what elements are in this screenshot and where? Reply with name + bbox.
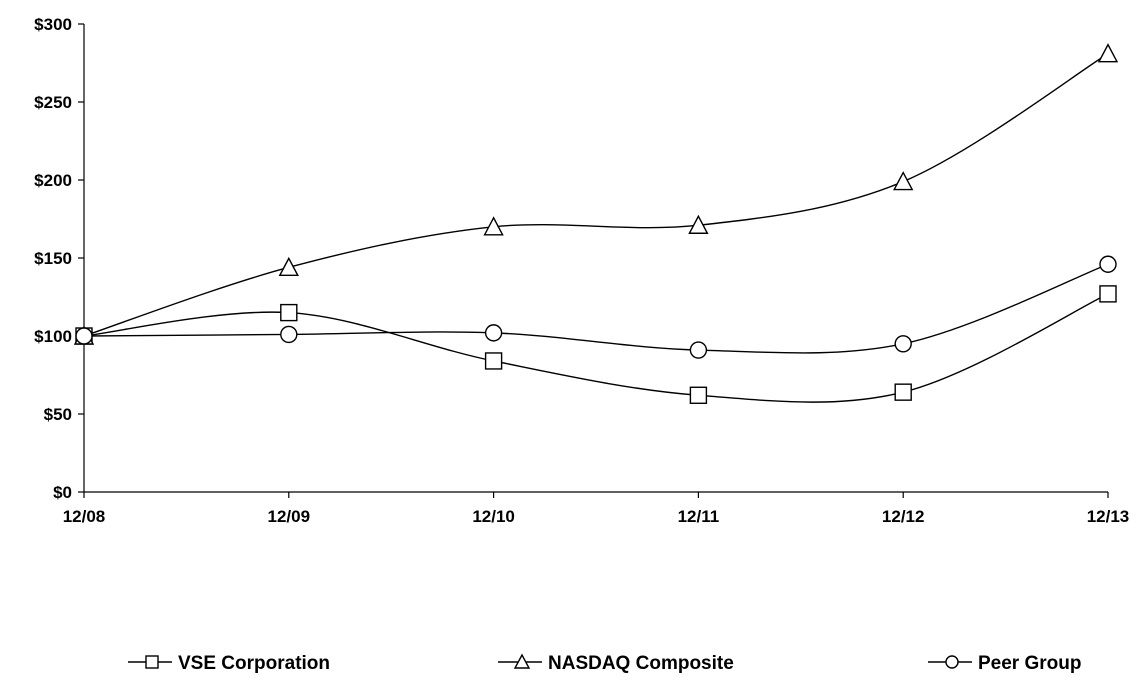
data-point-peer-group [689,341,708,359]
data-point-nasdaq-composite [688,214,709,234]
y-tick-label: $50 [44,405,72,424]
legend-marker [513,653,531,669]
data-point-vse-corporation [689,386,708,404]
x-tick-label: 12/12 [882,507,925,526]
x-tick-label: 12/11 [678,507,720,526]
data-point-nasdaq-composite [483,216,504,236]
data-point-vse-corporation [894,383,912,401]
x-tick-label: 12/08 [63,507,106,526]
y-tick-label: $0 [53,483,72,502]
series-nasdaq-composite [73,43,1119,345]
data-point-peer-group [484,324,503,342]
legend-marker [145,655,159,669]
data-point-vse-corporation [1099,285,1117,303]
x-tick-label: 12/13 [1087,507,1130,526]
data-point-vse-corporation [280,303,298,322]
x-tick-label: 12/10 [472,507,515,526]
legend-label: NASDAQ Composite [548,653,734,674]
legend-item-nasdaq-composite: NASDAQ Composite [498,653,734,674]
series-line-vse-corporation [83,293,1109,403]
y-tick-label: $300 [34,15,72,34]
y-tick-label: $150 [34,249,72,268]
data-point-peer-group [75,327,93,345]
data-point-peer-group [1099,255,1117,273]
data-point-nasdaq-composite [278,256,299,277]
y-tick-label: $250 [34,93,72,112]
data-point-nasdaq-composite [1097,43,1119,63]
chart-axes: $0 $50 $100 $150 $200 $250 $300 12/08 12/09 12/10… [34,15,1129,526]
legend-item-peer-group: Peer Group [928,653,1081,674]
legend-label: VSE Corporation [178,653,330,674]
chart-legend: VSE Corporation NASDAQ Composite Peer Grou… [128,653,1081,674]
data-point-vse-corporation [484,352,503,370]
legend-label: Peer Group [978,653,1081,674]
series-line-peer-group [83,263,1109,354]
legend-marker [945,655,959,669]
series-layer [73,43,1119,404]
legend-item-vse-corporation: VSE Corporation [128,653,330,674]
series-peer-group [75,255,1117,359]
y-tick-label: $200 [34,171,72,190]
data-point-nasdaq-composite [893,171,914,191]
data-point-peer-group [894,335,912,353]
y-tick-label: $100 [34,327,72,346]
x-tick-label: 12/09 [268,507,311,526]
series-line-nasdaq-composite [83,53,1109,337]
data-point-peer-group [280,325,298,344]
series-vse-corporation [75,285,1117,404]
